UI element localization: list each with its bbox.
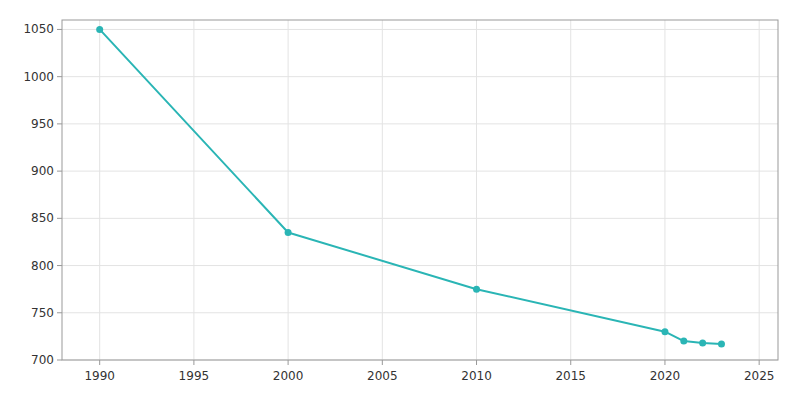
tick-label-y: 900 [31, 164, 54, 178]
grid-line-y [62, 171, 778, 172]
plot-frame [62, 20, 778, 360]
grid-line-y [62, 218, 778, 219]
series [96, 26, 725, 348]
tick-x [99, 360, 100, 365]
point [285, 229, 292, 236]
tick-label-y: 1000 [23, 70, 54, 84]
tick-label-x: 2025 [744, 369, 775, 383]
tick-x [664, 360, 665, 365]
grid-line-x [664, 20, 665, 360]
point [718, 340, 725, 347]
grid [62, 20, 778, 360]
point [699, 340, 706, 347]
tick-label-y: 700 [31, 353, 54, 367]
grid-line-x [288, 20, 289, 360]
tick-label-x: 2020 [650, 369, 681, 383]
line [100, 29, 722, 344]
tick-y [57, 76, 62, 77]
grid-line-y [62, 76, 778, 77]
tick-y [57, 360, 62, 361]
tick-x [570, 360, 571, 365]
tick-label-x: 2000 [273, 369, 304, 383]
grid-line-x [99, 20, 100, 360]
tick-x [382, 360, 383, 365]
tick-label-x: 2005 [367, 369, 398, 383]
point [661, 328, 668, 335]
tick-x [759, 360, 760, 365]
tick-label-y: 950 [31, 117, 54, 131]
point [473, 286, 480, 293]
grid-line-x [759, 20, 760, 360]
tick-y [57, 29, 62, 30]
grid-line-y [62, 29, 778, 30]
tick-x [193, 360, 194, 365]
grid-line-x [193, 20, 194, 360]
tick-x [288, 360, 289, 365]
tick-label-y: 750 [31, 306, 54, 320]
tick-y [57, 265, 62, 266]
axes: 1990 1995 2000 2005 2010 2015 2020 2025 700 750 80… [23, 22, 774, 383]
grid-line-x [570, 20, 571, 360]
grid-line-y [62, 312, 778, 313]
tick-y [57, 218, 62, 219]
chart: 1990 1995 2000 2005 2010 2015 2020 2025 700 750 80… [0, 0, 800, 400]
tick-label-y: 850 [31, 211, 54, 225]
tick-y [57, 312, 62, 313]
chart-container: 1990 1995 2000 2005 2010 2015 2020 2025 700 750 80… [0, 0, 800, 400]
tick-label-y: 1050 [23, 22, 54, 36]
tick-label-x: 2015 [555, 369, 586, 383]
grid-line-y [62, 123, 778, 124]
grid-line-y [62, 265, 778, 266]
point [96, 26, 103, 33]
tick-x [476, 360, 477, 365]
tick-y [57, 171, 62, 172]
grid-line-x [476, 20, 477, 360]
tick-label-x: 2010 [461, 369, 492, 383]
tick-y [57, 123, 62, 124]
tick-label-x: 1995 [179, 369, 210, 383]
point [680, 338, 687, 345]
tick-label-y: 800 [31, 259, 54, 273]
tick-label-x: 1990 [84, 369, 115, 383]
grid-line-x [382, 20, 383, 360]
